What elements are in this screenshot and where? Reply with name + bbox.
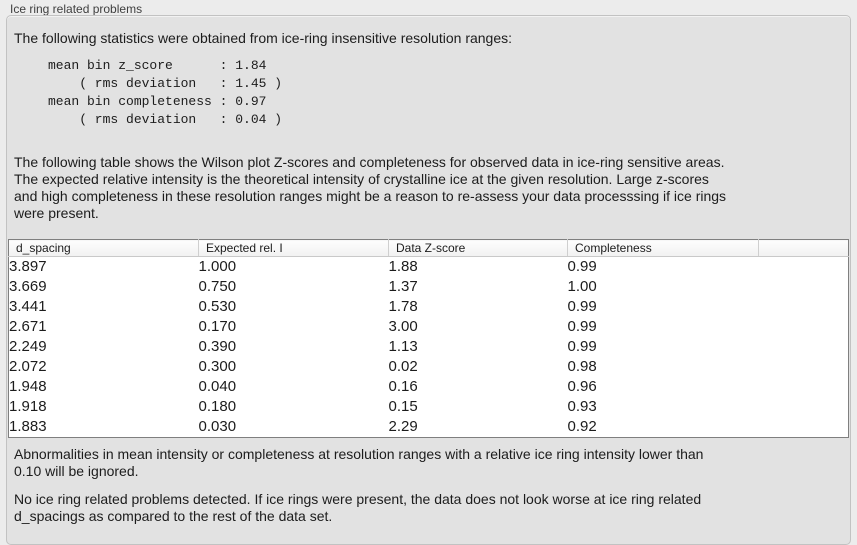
column-header-2[interactable]: Data Z-score — [388, 239, 568, 257]
column-header-3[interactable]: Completeness — [567, 239, 759, 257]
table-row[interactable]: 3.669 0.750 1.37 1.00 — [9, 277, 849, 297]
table-cell: 0.99 — [567, 258, 597, 275]
table-cell — [759, 357, 849, 377]
table-cell: 0.390 — [198, 338, 237, 355]
table-row[interactable]: 3.897 1.000 1.88 0.99 — [9, 257, 849, 278]
table-header-row: d_spacing Expected rel. I Data Z-score Comp… — [8, 239, 849, 257]
table-row[interactable]: 1.883 0.030 2.29 0.92 — [9, 417, 849, 438]
table-cell: 0.93 — [567, 398, 597, 415]
table-cell — [759, 337, 849, 357]
table-cell: 0.030 — [198, 418, 237, 435]
ignore-note-text: Abnormalities in mean intensity or compl… — [14, 446, 704, 479]
table-row[interactable]: 1.948 0.040 0.16 0.96 — [9, 377, 849, 397]
stats-intro-text: The following statistics were obtained f… — [14, 30, 513, 46]
table-cell: 2.671 — [9, 318, 47, 335]
table-cell: 0.300 — [198, 358, 237, 375]
table-row[interactable]: 2.249 0.390 1.13 0.99 — [9, 337, 849, 357]
table-cell — [759, 397, 849, 417]
ice-ring-table: d_spacing Expected rel. I Data Z-score Comp… — [8, 239, 849, 438]
table-cell — [759, 417, 849, 438]
table-cell: 1.88 — [388, 258, 418, 275]
table-cell: 0.99 — [567, 298, 597, 315]
table-cell: 3.897 — [9, 258, 47, 275]
table-cell: 0.98 — [567, 358, 597, 375]
table-cell: 0.96 — [567, 378, 597, 395]
table-cell: 1.00 — [567, 278, 597, 295]
table-cell — [759, 297, 849, 317]
table-cell: 2.072 — [9, 358, 47, 375]
table-cell — [759, 377, 849, 397]
column-header-4[interactable] — [758, 239, 849, 257]
table-cell: 1.918 — [9, 398, 47, 415]
table-cell: 1.883 — [9, 418, 47, 435]
table-cell: 0.16 — [388, 378, 418, 395]
table-cell: 3.669 — [9, 278, 47, 295]
table-cell: 0.15 — [388, 398, 418, 415]
table-cell: 0.99 — [567, 318, 597, 335]
table-cell — [759, 277, 849, 297]
table-cell: 1.13 — [388, 338, 418, 355]
table-cell: 1.000 — [198, 258, 237, 275]
table-cell: 3.441 — [9, 298, 47, 315]
table-cell: 0.530 — [198, 298, 237, 315]
stats-block: mean bin z_score : 1.84 ( rms deviation … — [48, 58, 283, 127]
table-row[interactable]: 2.072 0.300 0.02 0.98 — [9, 357, 849, 377]
column-header-0[interactable]: d_spacing — [8, 239, 199, 257]
table-cell: 0.040 — [198, 378, 237, 395]
table-cell: 1.37 — [388, 278, 418, 295]
table-header: d_spacing Expected rel. I Data Z-score Comp… — [8, 239, 849, 257]
table-cell — [759, 317, 849, 337]
column-header-1[interactable]: Expected rel. I — [198, 239, 389, 257]
table-cell: 0.180 — [198, 398, 237, 415]
table-cell: 1.78 — [388, 298, 418, 315]
table-cell: 2.249 — [9, 338, 47, 355]
table-row[interactable]: 2.671 0.170 3.00 0.99 — [9, 317, 849, 337]
table-row[interactable]: 1.918 0.180 0.15 0.93 — [9, 397, 849, 417]
table-cell: 3.00 — [388, 318, 418, 335]
result-note-text: No ice ring related problems detected. I… — [14, 491, 702, 524]
table-cell — [759, 257, 849, 278]
table-cell: 1.948 — [9, 378, 47, 395]
panel-title: Ice ring related problems — [10, 2, 143, 16]
table-cell: 0.99 — [567, 338, 597, 355]
table-cell: 0.750 — [198, 278, 237, 295]
table-cell: 0.92 — [567, 418, 597, 435]
table-cell: 0.02 — [388, 358, 418, 375]
table-cell: 0.170 — [198, 318, 237, 335]
table-intro-text: The following table shows the Wilson plo… — [14, 154, 727, 221]
table-body: 3.897 1.000 1.88 0.99 3.669 0.750 1.37 1.00 3.44… — [9, 257, 849, 438]
table-cell: 2.29 — [388, 418, 418, 435]
table-row[interactable]: 3.441 0.530 1.78 0.99 — [9, 297, 849, 317]
ice-ring-panel: The following statistics were obtained f… — [6, 15, 851, 545]
